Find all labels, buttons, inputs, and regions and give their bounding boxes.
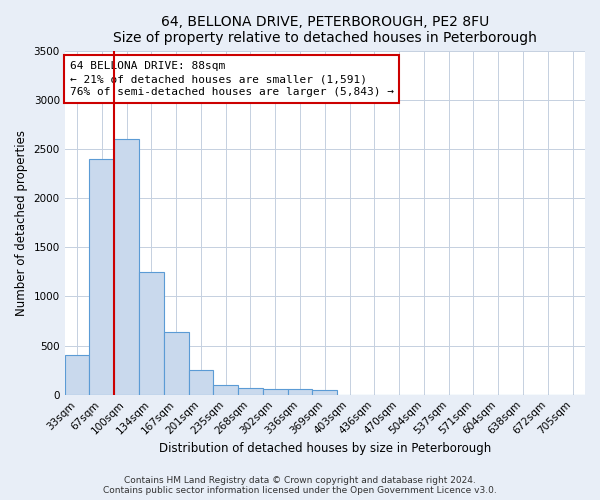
Bar: [263, 389, 287, 394]
Bar: [188, 370, 214, 394]
Y-axis label: Number of detached properties: Number of detached properties: [15, 130, 28, 316]
Bar: [89, 158, 114, 394]
Text: Contains HM Land Registry data © Crown copyright and database right 2024.
Contai: Contains HM Land Registry data © Crown c…: [103, 476, 497, 495]
Text: 64 BELLONA DRIVE: 88sqm
← 21% of detached houses are smaller (1,591)
76% of semi: 64 BELLONA DRIVE: 88sqm ← 21% of detache…: [70, 61, 394, 98]
Bar: [114, 139, 139, 394]
X-axis label: Distribution of detached houses by size in Peterborough: Distribution of detached houses by size …: [159, 442, 491, 455]
Bar: [238, 388, 263, 394]
Bar: [214, 385, 238, 394]
Title: 64, BELLONA DRIVE, PETERBOROUGH, PE2 8FU
Size of property relative to detached h: 64, BELLONA DRIVE, PETERBOROUGH, PE2 8FU…: [113, 15, 537, 45]
Bar: [164, 332, 188, 394]
Bar: [65, 356, 89, 395]
Bar: [139, 272, 164, 394]
Bar: [287, 390, 313, 394]
Bar: [313, 390, 337, 394]
